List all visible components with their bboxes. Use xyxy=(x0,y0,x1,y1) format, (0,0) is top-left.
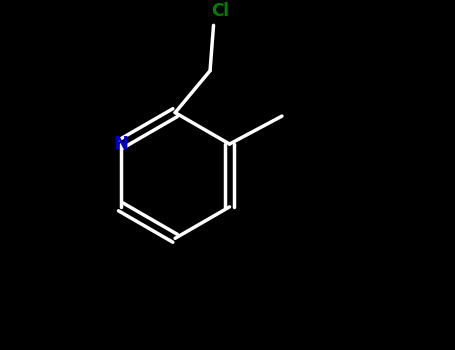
Text: Cl: Cl xyxy=(212,2,229,20)
Text: N: N xyxy=(113,135,128,153)
